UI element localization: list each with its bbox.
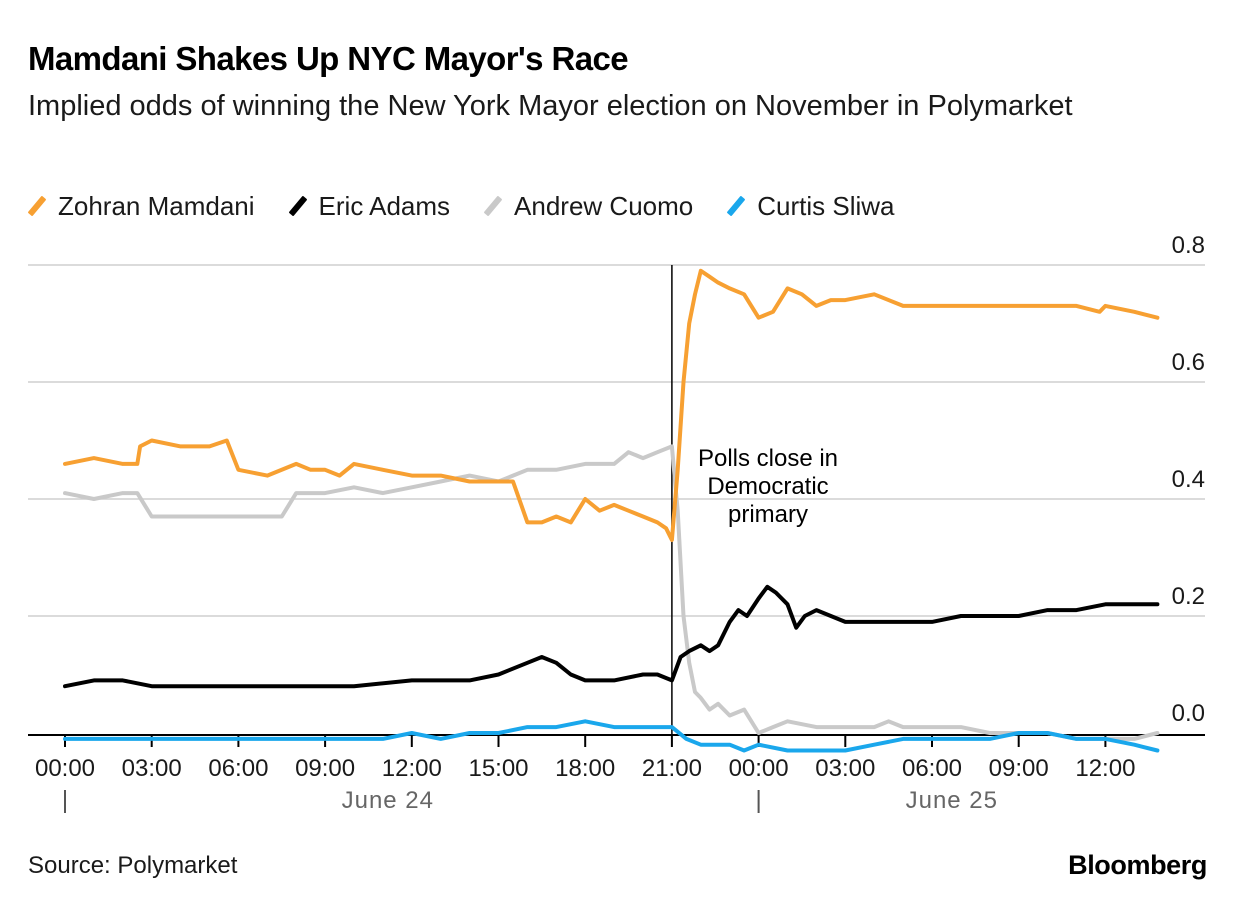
x-tick-label: 15:00: [468, 755, 528, 782]
x-tick-label: 12:00: [1075, 755, 1135, 782]
y-tick-label: 0.8: [1172, 232, 1205, 259]
series-line-eric-adams: [63, 584, 1160, 689]
legend-item-sliwa: Curtis Sliwa: [726, 190, 895, 222]
annotation-text: Democratic: [707, 473, 828, 500]
series-line-curtis-sliwa: [63, 719, 1160, 753]
x-tick-label: 03:00: [122, 755, 182, 782]
date-label: June 25: [906, 787, 998, 814]
annotation-text: Polls close in: [698, 445, 838, 472]
series-line-andrew-cuomo: [63, 444, 1160, 741]
x-tick-label: 06:00: [208, 755, 268, 782]
x-tick-label: 12:00: [382, 755, 442, 782]
y-tick-label: 0.4: [1172, 466, 1205, 493]
legend: Zohran Mamdani Eric Adams Andrew Cuomo C…: [27, 188, 929, 224]
legend-item-cuomo: Andrew Cuomo: [483, 190, 694, 222]
x-tick-label: 09:00: [989, 755, 1049, 782]
x-tick-label: 00:00: [35, 755, 95, 782]
annotation-text: primary: [728, 501, 808, 528]
legend-item-adams: Eric Adams: [288, 190, 451, 222]
date-label: June 24: [342, 787, 434, 814]
series-line-zohran-mamdani: [63, 268, 1160, 542]
y-tick-label: 0.0: [1172, 700, 1205, 727]
x-tick-label: 00:00: [729, 755, 789, 782]
legend-label-cuomo: Andrew Cuomo: [514, 190, 694, 221]
x-tick-label: 06:00: [902, 755, 962, 782]
x-tick-label: 21:00: [642, 755, 702, 782]
source-note: Source: Polymarket: [28, 852, 238, 879]
y-tick-label: 0.6: [1172, 349, 1205, 376]
chart-subtitle: Implied odds of winning the New York May…: [28, 90, 1073, 122]
legend-label-adams: Eric Adams: [318, 190, 451, 221]
x-tick-label: 09:00: [295, 755, 355, 782]
legend-item-mamdani: Zohran Mamdani: [27, 190, 255, 222]
brand-logo: Bloomberg: [1068, 850, 1207, 880]
chart-title: Mamdani Shakes Up NYC Mayor's Race: [28, 40, 629, 77]
y-tick-label: 0.2: [1172, 583, 1205, 610]
x-tick-label: 03:00: [815, 755, 875, 782]
legend-label-mamdani: Zohran Mamdani: [58, 190, 255, 221]
x-tick-label: 18:00: [555, 755, 615, 782]
legend-label-sliwa: Curtis Sliwa: [757, 190, 895, 221]
